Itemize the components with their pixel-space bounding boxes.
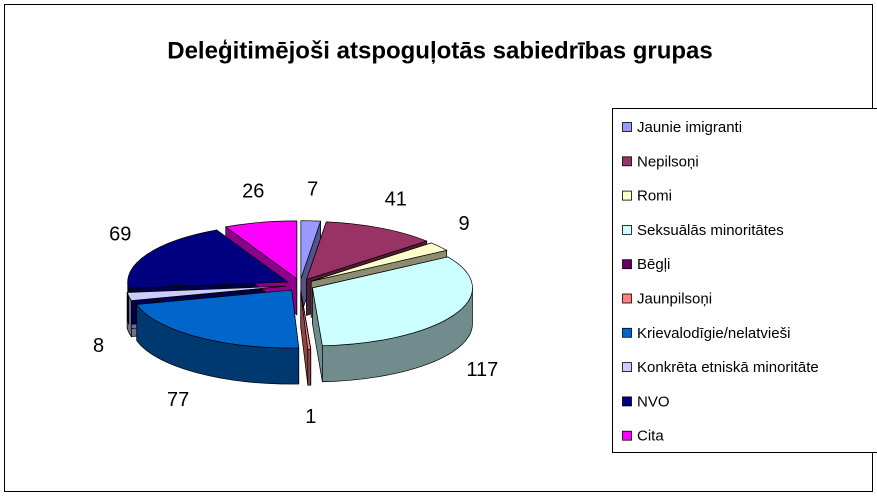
legend-swatch	[622, 293, 632, 304]
legend-swatch	[622, 362, 632, 373]
legend-label: NVO	[637, 393, 670, 410]
data-label: 7	[307, 178, 318, 200]
legend-swatch	[622, 430, 632, 441]
legend-label: Konkrēta etniskā minoritāte	[637, 359, 819, 376]
legend-label: Jaunie imigranti	[637, 119, 742, 136]
data-label: 8	[93, 335, 104, 357]
legend-label: Bēgļi	[637, 256, 670, 273]
slice	[224, 220, 298, 280]
data-label: 9	[459, 213, 470, 235]
slice	[312, 256, 473, 347]
chart-title: Deleģitimējoši atspoguļotās sabiedrības …	[167, 37, 712, 64]
legend-label: Cita	[637, 428, 664, 445]
legend-swatch	[622, 396, 632, 407]
slice	[126, 285, 287, 301]
legend-label: Romi	[637, 188, 672, 205]
slice	[127, 229, 289, 289]
slice	[300, 220, 322, 279]
slice	[305, 221, 428, 280]
legend-label: Nepilsoņi	[637, 153, 699, 170]
slice	[136, 289, 300, 349]
legend-swatch	[622, 190, 632, 201]
slice	[311, 242, 448, 282]
data-label: 117	[466, 359, 498, 381]
legend-label: Seksuālās minoritātes	[637, 222, 784, 239]
legend-swatch	[622, 327, 632, 338]
legend-swatch	[622, 122, 632, 132]
legend-swatch	[622, 224, 632, 235]
data-label: 26	[242, 181, 264, 203]
legend-swatch	[622, 259, 632, 270]
legend-swatch	[622, 156, 632, 167]
legend-label: Krievalodīgie/nelatvieši	[637, 325, 790, 342]
slice	[300, 291, 312, 350]
data-label: 41	[385, 188, 407, 210]
data-label: 77	[167, 389, 189, 411]
slice-wall	[307, 348, 311, 386]
legend-box	[612, 108, 877, 453]
data-label: 69	[109, 224, 131, 246]
legend-label: Jaunpilsoņi	[637, 290, 712, 307]
data-label: 1	[305, 406, 316, 428]
